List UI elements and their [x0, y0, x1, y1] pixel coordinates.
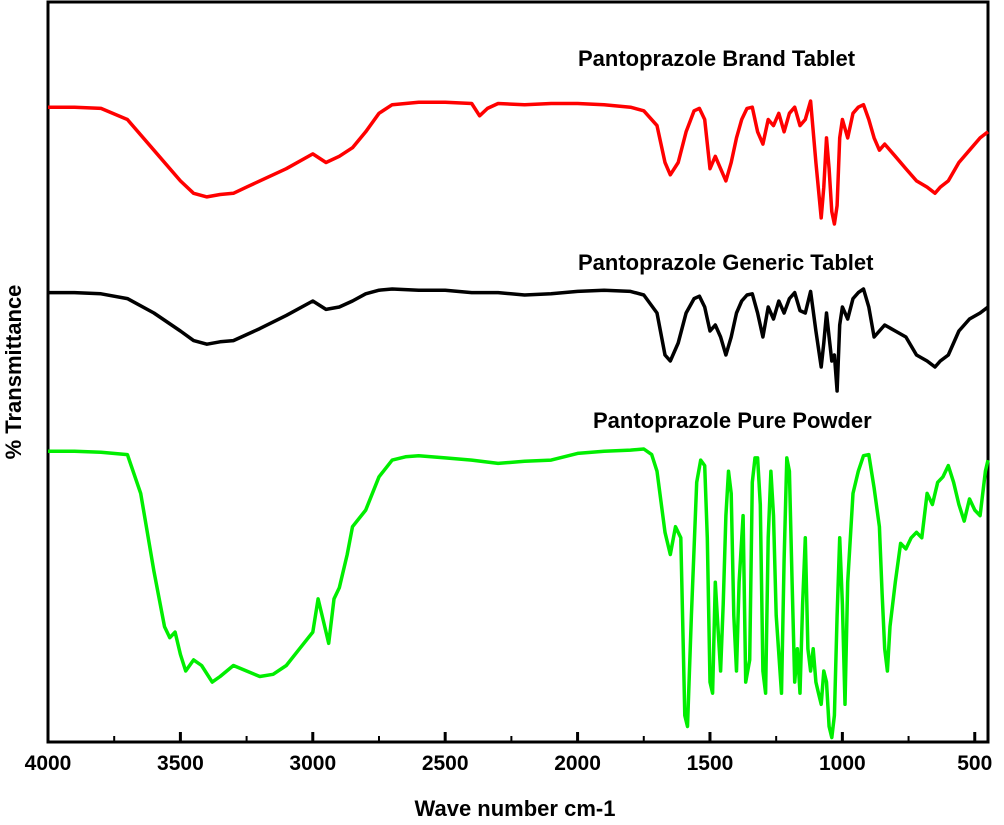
x-tick-label: 1000 [819, 752, 866, 775]
series-lines [48, 99, 990, 740]
x-tick-label: 4000 [25, 752, 72, 775]
series-label-pure-powder: Pantoprazole Pure Powder [593, 408, 872, 433]
x-axis-ticks: 4000 3500 3000 2500 2000 1500 1000 500 [25, 732, 992, 775]
series-line-brand-tablet [48, 99, 990, 226]
x-tick-label: 2500 [422, 752, 469, 775]
x-axis-label: Wave number cm-1 [415, 796, 616, 821]
x-tick-label: 500 [957, 752, 992, 775]
y-axis-label: % Transmittance [1, 285, 26, 460]
series-label-generic-tablet: Pantoprazole Generic Tablet [578, 250, 874, 275]
series-line-pure-powder [48, 447, 990, 740]
series-label-brand-tablet: Pantoprazole Brand Tablet [578, 46, 856, 71]
series-line-generic-tablet [48, 287, 990, 393]
plot-frame [46, 0, 990, 744]
x-tick-label: 2000 [554, 752, 601, 775]
series-labels: Pantoprazole Brand Tablet Pantoprazole G… [578, 46, 874, 433]
x-tick-label: 1500 [687, 752, 734, 775]
x-tick-label: 3500 [157, 752, 204, 775]
x-tick-label: 3000 [289, 752, 336, 775]
